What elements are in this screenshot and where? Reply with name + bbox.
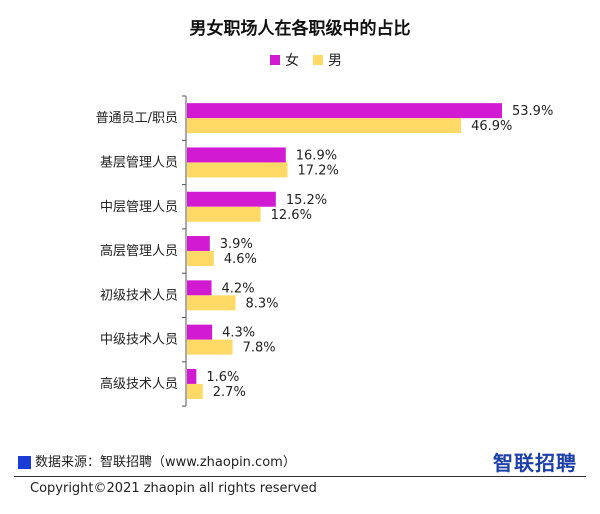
bar-male <box>187 162 288 178</box>
legend-item-male: 男 <box>313 50 342 70</box>
bar-male <box>187 206 261 222</box>
category-label: 初级技术人员 <box>100 288 178 303</box>
value-label-female: 4.3% <box>222 326 255 341</box>
copyright-text: Copyright©2021 zhaopin all rights reserv… <box>30 481 317 496</box>
value-label-male: 4.6% <box>224 252 257 267</box>
bar-female <box>187 103 502 119</box>
value-label-female: 4.2% <box>222 281 255 296</box>
value-label-female: 1.6% <box>206 370 239 385</box>
legend-swatch-male <box>313 55 323 65</box>
bar-female <box>187 368 197 384</box>
bar-female <box>187 147 286 163</box>
value-label-female: 16.9% <box>296 148 337 163</box>
bar-female <box>187 280 212 296</box>
bar-male <box>187 383 203 399</box>
source-text: 数据来源：智联招聘（www.zhaopin.com） <box>35 455 296 470</box>
legend-item-female: 女 <box>270 50 299 70</box>
category-label: 高层管理人员 <box>100 243 178 259</box>
value-label-male: 7.8% <box>243 341 276 356</box>
value-label-male: 2.7% <box>213 385 246 400</box>
bar-male <box>187 339 233 355</box>
value-label-male: 46.9% <box>471 119 512 134</box>
bar-male <box>187 251 214 267</box>
brand-logo: 智联招聘 <box>493 451 577 475</box>
category-label: 中层管理人员 <box>100 200 178 215</box>
footer-divider <box>14 476 586 477</box>
chart-legend: 女 男 <box>270 50 356 70</box>
source-note: 数据来源：智联招聘（www.zhaopin.com） <box>18 451 296 470</box>
bar-female <box>187 191 276 207</box>
bar-female <box>187 236 210 252</box>
value-label-female: 3.9% <box>220 237 253 252</box>
legend-label-male: 男 <box>328 53 342 69</box>
category-label: 中级技术人员 <box>100 333 178 348</box>
bar-male <box>187 295 236 311</box>
bar-chart: 普通员工/职员 53.9%46.9% 基层管理人员 16.9%17.2% 中层管理人员 1… <box>96 95 553 407</box>
category-label: 高级技术人员 <box>100 376 178 392</box>
value-label-male: 12.6% <box>271 208 312 223</box>
bar-male <box>187 118 462 134</box>
value-label-male: 17.2% <box>298 163 339 178</box>
bar-female <box>187 324 213 340</box>
legend-swatch-female <box>270 55 280 65</box>
value-label-female: 53.9% <box>512 104 553 119</box>
legend-label-female: 女 <box>285 53 299 69</box>
value-label-male: 8.3% <box>246 296 279 311</box>
category-label: 普通员工/职员 <box>96 111 178 126</box>
chart-title: 男女职场人在各职级中的占比 <box>189 19 411 39</box>
source-marker-icon <box>18 456 31 469</box>
value-label-female: 15.2% <box>286 193 327 208</box>
category-label: 基层管理人员 <box>100 155 178 170</box>
